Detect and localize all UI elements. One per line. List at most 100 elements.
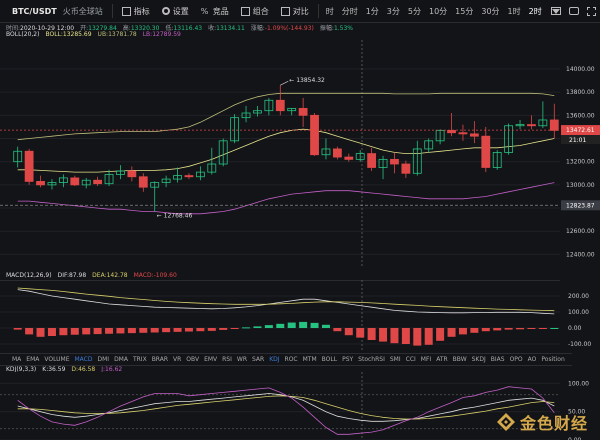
camera-icon[interactable] [569,7,579,15]
indicator-tab[interactable]: MFI [420,356,432,363]
timeframe-option[interactable]: 时 [325,6,334,16]
timeframe-option[interactable]: 2时 [528,6,542,16]
combine-button[interactable]: 组合 [235,0,275,22]
candle-body [230,117,240,142]
y-tick-label: 100.00 [568,380,589,387]
candle-body [173,175,182,180]
candle-body [253,110,262,114]
indicator-tab[interactable]: Position [541,356,565,363]
info-high: 高:13320.30 [122,24,160,32]
kdj-d-line [17,395,555,420]
indicator-tab[interactable]: TRIX [132,356,147,363]
candle [275,85,285,116]
boll-lower-line [17,182,555,215]
indicator-tab[interactable]: SKDJ [471,356,486,363]
settings-label: 设置 [172,6,189,16]
macd-histogram-bar [413,328,422,346]
timeframe-option[interactable]: 10分 [428,6,448,16]
compare-button[interactable]: 对比 [275,0,315,22]
indicator-tab[interactable]: PSY [342,356,354,363]
percent-icon: % [200,6,209,16]
candle [492,150,502,170]
timeframe-option[interactable]: 1时 [507,6,521,16]
timeframe-selector: 时分时 1分 3分 5分 10分 15分 30分 1时 2时 [322,6,546,17]
macd-histogram-bar [150,328,159,333]
candle-body [127,170,137,178]
macd-histogram-bar [401,328,410,344]
indicator-tab[interactable]: BRAR [151,356,169,363]
indicator-tab[interactable]: MA [12,356,22,363]
macd-histogram-bar [538,328,547,329]
timeframe-option[interactable]: 3分 [386,6,400,16]
indicator-tab[interactable]: VR [173,356,182,363]
timeframe-dropdown[interactable] [546,0,566,22]
candle [173,167,182,183]
indicator-tab[interactable]: MACD [74,356,93,363]
timeframe-option[interactable]: 15分 [455,6,474,16]
candle [127,166,137,182]
candle-body [321,148,331,156]
candle [515,119,525,130]
indicator-tab[interactable]: VOLUME [44,356,70,363]
macd-histogram-bar [458,328,467,335]
indicator-tab[interactable]: OPO [509,356,523,363]
indicator-tab[interactable]: BOLL [321,356,338,363]
candlestick-chart[interactable]: 12400.0012600.0012800.0013000.0013200.00… [0,40,600,266]
macd-legend-name: MACD(12,26,9) [6,272,52,279]
macd-histogram-bar [36,328,45,337]
timeframe-option[interactable]: 分时 [341,6,358,16]
candle [150,181,160,212]
indicator-tab[interactable]: BIAS [490,356,505,363]
indicator-tab[interactable]: BBW [452,356,467,363]
timeframe-option[interactable]: 5分 [407,6,421,16]
indicator-tab[interactable]: StochRSI [358,356,385,363]
macd-histogram-bar [299,321,308,328]
indicator-tab[interactable]: OBV [186,356,200,363]
candle-body [241,112,251,119]
candle [47,179,57,190]
toolbar: BTC/USDT 火币全球站 指标 设置 % 竞品 组合 对比 时分时 1分 3分 5… [0,0,600,23]
candle-body [332,148,342,158]
kdj-chart[interactable]: 0.00 50.00 100.00 [0,372,600,440]
settings-button[interactable]: 设置 [156,0,195,22]
indicator-tab[interactable]: ATR [436,356,448,363]
indicator-button[interactable]: 指标 [116,0,156,22]
indicator-tab[interactable]: KDJ [269,356,280,363]
compare-product-button[interactable]: % 竞品 [195,0,235,22]
window-icon[interactable] [551,7,561,15]
y-tick-label: 200.00 [568,293,589,300]
timeframe-option[interactable]: 30分 [481,6,500,16]
candle-body [412,148,422,174]
indicator-tab[interactable]: ROC [284,356,298,363]
indicator-tab-bar: MA EMA VOLUME MACD DMI DMA TRIX BRAR VR OBV EMV RSI… [0,353,572,366]
indicator-tab[interactable]: CCI [405,356,416,363]
indicator-tab[interactable]: WR [236,356,247,363]
indicator-tab[interactable]: EMV [204,356,218,363]
indicator-tab[interactable]: MTM [302,356,317,363]
macd-histogram-bar [207,328,216,331]
indicator-tab[interactable]: AO [527,356,537,363]
macd-histogram-bar [527,328,536,329]
indicator-tab[interactable]: DMI [97,356,110,363]
candle-body [58,177,68,183]
indicator-tab[interactable]: SAR [252,356,265,363]
candle-body [504,125,514,153]
macd-histogram-bar [127,328,136,334]
candle-body [36,180,45,186]
candle [310,113,319,156]
candle [321,138,331,160]
macd-histogram-bar [184,328,193,332]
boll-mid-line [17,128,555,173]
macd-histogram-bar [253,326,262,328]
fullscreen-icon[interactable] [587,6,596,16]
timeframe-option[interactable]: 1分 [365,6,379,16]
indicator-tab[interactable]: RSI [222,356,232,363]
candle [469,121,479,144]
macd-chart[interactable]: -100.00 0.00 100.00 200.00 [0,280,600,352]
indicator-tab[interactable]: EMA [26,356,40,363]
indicator-tab[interactable]: DMA [114,356,128,363]
symbol-selector[interactable]: BTC/USDT 火币全球站 [0,0,109,22]
indicator-tab[interactable]: SMI [389,356,401,363]
candle [298,97,308,127]
macd-histogram-bar [13,328,22,330]
